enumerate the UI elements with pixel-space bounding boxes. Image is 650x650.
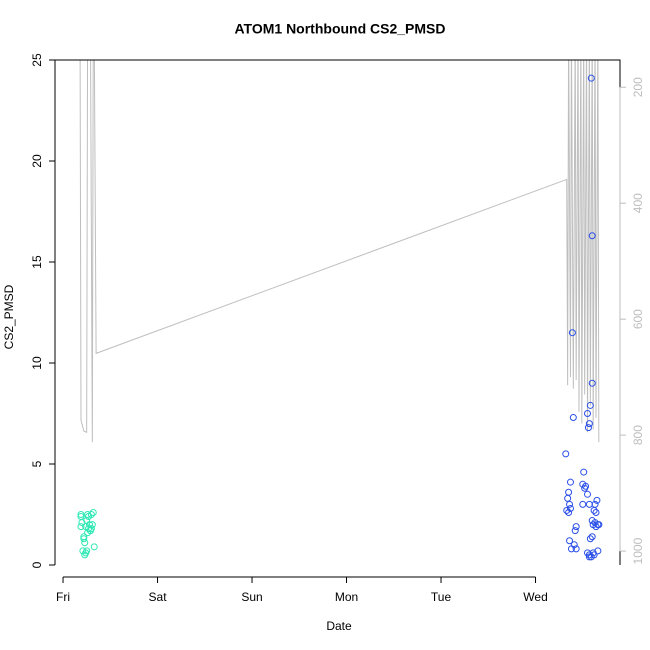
x-tick-label: Tue <box>431 590 452 604</box>
data-point <box>564 494 572 502</box>
y-tick-label: 0 <box>30 561 44 568</box>
y2-tick-label: 200 <box>631 77 645 97</box>
plot-frame <box>55 59 621 565</box>
y-axis-label: CS2_PMSD <box>2 284 16 349</box>
y-tick-label: 15 <box>30 255 44 269</box>
data-point <box>585 553 593 561</box>
data-point <box>594 521 602 529</box>
data-point <box>80 535 88 543</box>
data-point <box>566 537 574 545</box>
y2-tick-label: 600 <box>631 309 645 329</box>
data-point <box>566 504 574 512</box>
series-line <box>79 60 600 443</box>
data-point <box>583 490 591 498</box>
data-point <box>565 508 573 516</box>
data-point <box>592 508 600 516</box>
data-point <box>568 329 576 337</box>
data-point <box>586 401 594 409</box>
data-point <box>84 529 92 537</box>
data-point <box>89 508 97 516</box>
y-tick-label: 5 <box>30 460 44 467</box>
data-point <box>563 506 571 514</box>
data-point <box>565 488 573 496</box>
chart-title: ATOM1 Northbound CS2_PMSD <box>234 21 445 37</box>
data-point <box>581 484 589 492</box>
data-point <box>586 535 594 543</box>
data-point <box>585 551 593 559</box>
data-point <box>585 500 593 508</box>
data-point <box>585 420 593 428</box>
data-point <box>83 517 91 525</box>
x-tick-label: Mon <box>335 590 358 604</box>
data-point <box>562 450 570 458</box>
y-tick-label: 20 <box>30 154 44 168</box>
y2-tick-label: 800 <box>631 425 645 445</box>
data-point <box>594 547 602 555</box>
data-point <box>583 410 591 417</box>
plot-area <box>77 60 603 561</box>
data-point <box>593 496 601 504</box>
data-point <box>579 500 587 508</box>
x-tick-label: Fri <box>56 590 70 604</box>
data-point <box>572 545 580 553</box>
data-point <box>571 527 579 535</box>
data-point <box>77 511 85 518</box>
data-point <box>88 521 96 529</box>
y-tick-label: 25 <box>30 53 44 67</box>
data-point <box>588 533 596 541</box>
data-point <box>566 478 574 486</box>
data-point <box>566 500 574 508</box>
data-point <box>570 541 578 549</box>
data-point <box>77 523 85 531</box>
data-point <box>588 379 596 387</box>
data-point <box>90 543 98 551</box>
data-point <box>584 424 592 432</box>
y-tick-label: 10 <box>30 356 44 370</box>
data-point <box>572 523 580 531</box>
data-point <box>83 547 91 555</box>
y2-tick-label: 400 <box>631 193 645 213</box>
x-tick-label: Sat <box>149 590 168 604</box>
data-point <box>580 468 588 476</box>
y2-tick-label: 1000 <box>631 537 645 564</box>
data-point <box>590 506 598 514</box>
data-point <box>87 511 95 518</box>
data-point <box>587 74 595 82</box>
x-tick-label: Sun <box>241 590 262 604</box>
data-point <box>85 525 93 533</box>
data-point <box>81 539 89 547</box>
data-point <box>588 232 596 240</box>
x-tick-label: Wed <box>523 590 547 604</box>
data-point <box>589 521 597 529</box>
x-axis-label: Date <box>326 619 352 633</box>
data-point <box>569 414 577 422</box>
